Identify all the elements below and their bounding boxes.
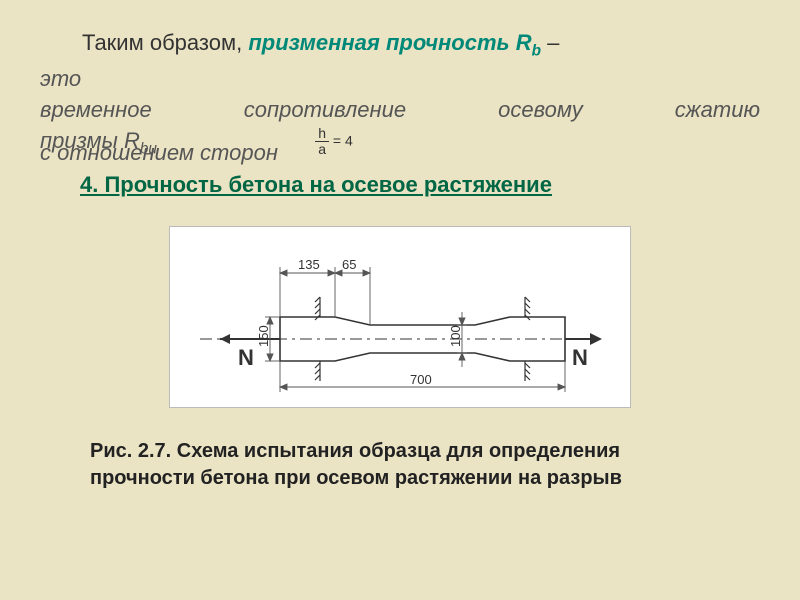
dim-150: 150	[256, 326, 271, 348]
label-N-left: N	[238, 345, 254, 370]
dim-135: 135	[298, 257, 320, 272]
dim-700: 700	[410, 372, 432, 387]
line-ratio-text: с отношением сторон	[40, 138, 760, 169]
term-prism-strength: призменная прочность Rb	[248, 30, 541, 55]
section-heading-4: 4. Прочность бетона на осевое растяжение	[80, 172, 760, 198]
dash: –	[541, 30, 559, 55]
line-eto: это	[40, 64, 760, 95]
paragraph-definition: Таким образом, призменная прочность Rb –	[40, 28, 760, 62]
dim-65: 65	[342, 257, 356, 272]
figure-tensile-test: N N	[169, 226, 631, 408]
figure-caption: Рис. 2.7. Схема испытания образца для оп…	[90, 438, 710, 492]
dim-100: 100	[448, 326, 463, 348]
fraction-ratio: ha = 4	[315, 126, 353, 158]
diagram-svg: N N	[170, 227, 630, 407]
label-N-right: N	[572, 345, 588, 370]
line-definition-words: временное сопротивление осевому сжатию	[40, 95, 760, 126]
lead-text: Таким образом,	[82, 30, 248, 55]
